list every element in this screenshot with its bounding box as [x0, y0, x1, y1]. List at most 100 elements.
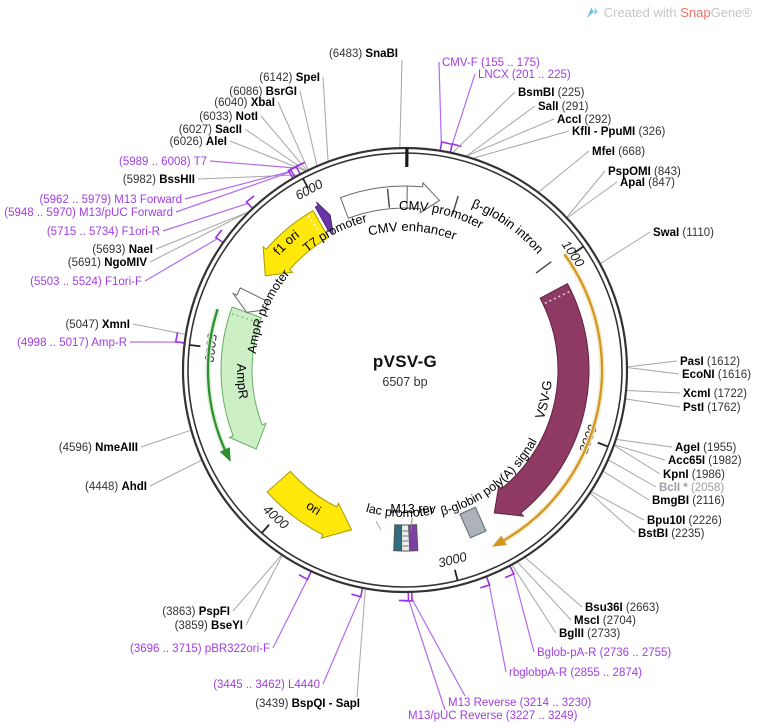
site-label-NgoMIV[interactable]: (5691) NgoMIV [68, 257, 148, 269]
site-label-ApaI[interactable]: ApaI (847) [620, 177, 675, 189]
site-label-BssHII[interactable]: (5982) BssHII [123, 174, 195, 186]
intron-end-bar [536, 262, 551, 273]
site-label-PasI[interactable]: PasI (1612) [680, 356, 740, 368]
site-label-PspFI[interactable]: (3863) PspFI [162, 606, 230, 618]
primer-bracket-M13/pUC Reverse [399, 592, 409, 601]
site-label-NaeI[interactable]: (5693) NaeI [92, 244, 153, 256]
site-line-AhdI [150, 460, 201, 486]
site-label-BseYI[interactable]: (3859) BseYI [175, 620, 243, 632]
site-label-BsmBI[interactable]: BsmBI (225) [518, 87, 585, 99]
site-label-Acc65I[interactable]: Acc65I (1982) [668, 455, 742, 467]
site-label-M13/pUC Forward[interactable]: (5948 .. 5970) M13/pUC Forward [4, 207, 173, 219]
site-line-Bsu36I [525, 558, 582, 607]
site-label-XcmI[interactable]: XcmI (1722) [683, 388, 747, 400]
site-line-F1ori-F [145, 239, 217, 281]
site-line-MfeI [539, 151, 589, 192]
site-label-CMV-F[interactable]: CMV-F (155 .. 175) [442, 57, 540, 69]
site-line-Bpu10I [592, 492, 644, 520]
site-line-BspQI - SapI [357, 589, 365, 697]
m13-rev-primer-box[interactable] [409, 525, 418, 551]
site-label-M13/pUC Reverse[interactable]: M13/pUC Reverse (3227 .. 3249) [408, 710, 578, 722]
site-label-Bglob-pA-R[interactable]: Bglob-pA-R (2736 .. 2755) [537, 647, 671, 659]
site-line-Bglob-pA-R [513, 572, 534, 652]
site-line-XbaI [278, 102, 308, 169]
site-label-EcoNI[interactable]: EcoNI (1616) [682, 369, 751, 381]
site-label-KflI - PpuMI[interactable]: KflI - PpuMI (326) [572, 126, 665, 138]
site-line-MscI [518, 562, 571, 620]
primer-bracket-F1ori-F [216, 230, 223, 243]
snapgene-logo-icon [586, 6, 599, 19]
site-label-AccI[interactable]: AccI (292) [557, 114, 612, 126]
site-label-T7[interactable]: (5989 .. 6008) T7 [119, 156, 207, 168]
primer-bracket-pBR322ori-F [299, 571, 311, 579]
site-label-Bsu36I[interactable]: Bsu36I (2663) [585, 602, 659, 614]
site-label-XbaI[interactable]: (6040) XbaI [214, 97, 275, 109]
site-line-M13/pUC Reverse [408, 599, 445, 710]
site-label-M13 Forward[interactable]: (5962 .. 5979) M13 Forward [39, 194, 182, 206]
site-label-AhdI[interactable]: (4448) AhdI [85, 481, 147, 493]
site-label-MscI[interactable]: MscI (2704) [574, 615, 636, 627]
feature-label-ampr[interactable]: AmpR [234, 364, 252, 401]
site-label-XmnI[interactable]: (5047) XmnI [65, 319, 130, 331]
site-label-SwaI[interactable]: SwaI (1110) [653, 227, 714, 239]
site-line-KpnI [615, 446, 660, 474]
site-label-SalI[interactable]: SalI (291) [538, 101, 589, 113]
site-line-PasI [628, 361, 677, 367]
watermark-text: Created with SnapGene® [604, 5, 752, 20]
site-label-F1ori-F[interactable]: (5503 .. 5524) F1ori-F [30, 276, 142, 288]
site-line-BglII [512, 565, 556, 633]
site-label-AgeI[interactable]: AgeI (1955) [675, 442, 737, 454]
site-line-PspOMI [567, 171, 605, 217]
site-line-PstI [626, 399, 680, 407]
site-line-M13 Reverse [412, 599, 465, 696]
site-line-BssHII [198, 175, 297, 179]
site-label-BmgBI[interactable]: BmgBI (2116) [652, 495, 725, 507]
site-label-rbglobpA-R[interactable]: rbglobpA-R (2855 .. 2874) [509, 667, 642, 679]
site-label-Bpu10I[interactable]: Bpu10I (2226) [647, 515, 722, 527]
site-label-AleI[interactable]: (6026) AleI [169, 136, 227, 148]
site-line-KflI - PpuMI [474, 131, 569, 158]
feature-label-m13-rev[interactable]: M13 rev [390, 502, 436, 516]
site-label-pBR322ori-F[interactable]: (3696 .. 3715) pBR322ori-F [130, 643, 270, 655]
snapgene-watermark: Created with SnapGene® [586, 5, 752, 20]
inner-ring [188, 153, 622, 587]
tick-label-6000: 6000 [293, 176, 326, 203]
tick-label-3000: 3000 [437, 549, 469, 571]
site-label-LNCX[interactable]: LNCX (201 .. 225) [478, 69, 571, 81]
site-line-AgeI [617, 440, 672, 448]
site-line-pBR322ori-F [273, 578, 308, 648]
site-label-KpnI[interactable]: KpnI (1986) [663, 469, 725, 481]
feature-beta-globin-polya-box[interactable] [460, 507, 486, 538]
primer-bracket-F1ori-R [247, 196, 255, 209]
site-line-ApaI [568, 182, 617, 218]
arc-head-ampr-transcript-arc [220, 447, 231, 462]
site-line-BstBI [591, 494, 635, 533]
tick-2000 [598, 443, 608, 447]
site-line-Acc65I [615, 445, 665, 460]
site-label-M13 Reverse[interactable]: M13 Reverse (3214 .. 3230) [448, 697, 591, 709]
site-line-BmgBI [604, 471, 649, 500]
site-label-BstBI[interactable]: BstBI (2235) [638, 528, 705, 540]
site-label-NmeAIII[interactable]: (4596) NmeAIII [59, 442, 138, 454]
site-line-LNCX [452, 74, 475, 146]
site-label-PstI[interactable]: PstI (1762) [683, 402, 741, 414]
site-label-BspQI - SapI[interactable]: (3439) BspQI - SapI [255, 698, 360, 710]
site-label-Amp-R[interactable]: (4998 .. 5017) Amp-R [17, 337, 127, 349]
site-line-L4440 [323, 595, 361, 684]
site-label-BglII[interactable]: BglII (2733) [559, 628, 621, 640]
tick-3000 [455, 570, 458, 581]
site-label-NotI[interactable]: (6033) NotI [199, 111, 258, 123]
primer-bracket-CMV-F [440, 142, 451, 151]
site-line-BsrGI [300, 91, 317, 165]
feature-label-cmv-enhancer[interactable]: CMV enhancer [367, 219, 460, 243]
site-label-L4440[interactable]: (3445 .. 3462) L4440 [213, 679, 320, 691]
site-label-MfeI[interactable]: MfeI (668) [592, 146, 645, 158]
site-line-rbglobpA-R [489, 583, 506, 672]
site-label-SnaBI[interactable]: (6483) SnaBI [329, 48, 398, 60]
site-label-SpeI[interactable]: (6142) SpeI [259, 72, 320, 84]
site-label-F1ori-R[interactable]: (5715 .. 5734) F1ori-R [47, 226, 160, 238]
site-label-BclI *[interactable]: BclI * (2058) [659, 482, 724, 494]
site-label-SacII[interactable]: (6027) SacII [179, 124, 242, 136]
